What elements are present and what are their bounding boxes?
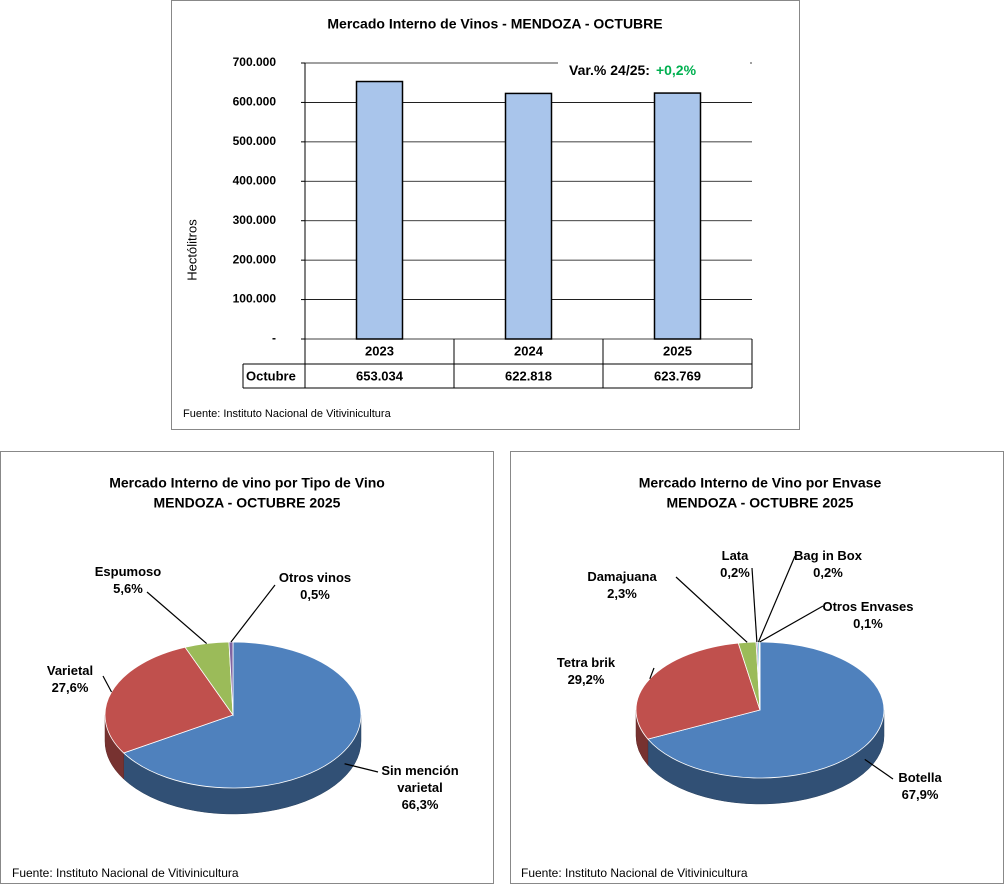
slice-value: 0,2%: [720, 565, 750, 580]
slice-value: 0,5%: [300, 587, 330, 602]
slice-value: 29,2%: [567, 672, 605, 687]
leader-line: [675, 576, 748, 643]
slice-value: 2,3%: [607, 586, 637, 601]
annotation-box: [558, 57, 750, 84]
y-tick-label: 500.000: [233, 134, 277, 148]
chart-subtitle: MENDOZA - OCTUBRE 2025: [154, 495, 341, 511]
chart-title: Mercado Interno de Vino por Envase: [639, 475, 882, 491]
annotation-value: +0,2%: [656, 62, 697, 78]
slice-value: 27,6%: [51, 680, 89, 695]
leader-line: [759, 605, 824, 643]
slice-label: Sin mención varietal: [381, 763, 459, 795]
slice-label: Lata: [721, 548, 749, 563]
y-tick-label: 400.000: [233, 173, 277, 187]
leader-line: [102, 675, 113, 693]
x-tick-label: 2024: [514, 343, 544, 358]
annotation-text: Var.% 24/25:: [569, 62, 650, 78]
data-label: Otros Envases 0,1%: [798, 598, 938, 632]
source: Fuente: Instituto Nacional de Vitivinicu…: [183, 408, 392, 420]
slice-value: 5,6%: [113, 581, 143, 596]
slice-label: Damajuana: [587, 569, 657, 584]
slice: [647, 641, 885, 779]
data-label: Varietal 27,6%: [25, 662, 115, 696]
data-label: 622.818: [505, 368, 552, 383]
leader-line: [864, 758, 894, 780]
data-label: Tetra brik 29,2%: [541, 654, 631, 688]
slice-label: Varietal: [46, 663, 94, 678]
slice-value: 0,1%: [853, 616, 883, 631]
data-label: Otros vinos 0,5%: [270, 569, 360, 603]
slice-label: Tetra brik: [556, 655, 616, 670]
slice: [104, 646, 234, 754]
slice: [122, 641, 362, 789]
slice: [228, 641, 234, 716]
slice-value: 67,9%: [901, 787, 939, 802]
y-tick-label: 200.000: [233, 252, 277, 266]
slice-value: 0,2%: [813, 565, 843, 580]
leader-line: [146, 591, 208, 645]
data-label: Lata 0,2%: [705, 547, 765, 581]
data-label: 653.034: [356, 368, 404, 383]
chart-title: Mercado Interno de vino por Tipo de Vino: [109, 475, 385, 491]
data-label: Bag in Box 0,2%: [783, 547, 873, 581]
leader-line: [757, 555, 796, 643]
y-tick-label: 100.000: [233, 292, 277, 306]
y-tick-label: 600.000: [233, 95, 277, 109]
annotation: Var.% 24/25: +0,2%: [569, 62, 697, 78]
slice-label: Espumoso: [94, 564, 162, 579]
bar: [504, 92, 553, 340]
leader-line: [230, 584, 276, 643]
data-label: Sin mención varietal 66,3%: [378, 762, 463, 813]
bar: [355, 80, 404, 340]
chart-subtitle: MENDOZA - OCTUBRE 2025: [667, 495, 854, 511]
source: Fuente: Instituto Nacional de Vitivinicu…: [521, 866, 748, 880]
y-tick-label: -: [272, 331, 276, 345]
slice-label: Otros vinos: [278, 570, 352, 585]
y-tick-label: 300.000: [233, 213, 277, 227]
leader-line: [751, 567, 758, 643]
data-label: Botella 67,9%: [875, 769, 965, 803]
x-tick-label: 2023: [365, 343, 394, 358]
y-tick-label: 700.000: [233, 55, 277, 69]
leader-line: [344, 763, 379, 773]
source: Fuente: Instituto Nacional de Vitivinicu…: [12, 866, 239, 880]
slice-label: Otros Envases: [822, 599, 914, 614]
x-tick-label: 2025: [663, 343, 692, 358]
y-axis-label: Hectólitros: [184, 219, 199, 281]
slice-label: Bag in Box: [794, 548, 862, 563]
legend-label: Octubre: [246, 368, 296, 383]
data-label: 623.769: [654, 368, 701, 383]
chart-title: Mercado Interno de Vinos - MENDOZA - OCT…: [327, 16, 662, 32]
slice-label: Botella: [898, 770, 942, 785]
leader-line: [649, 667, 655, 680]
data-label: Espumoso 5,6%: [83, 563, 173, 597]
bar: [653, 92, 702, 340]
slice-value: 66,3%: [401, 797, 439, 812]
data-label: Damajuana 2,3%: [577, 568, 667, 602]
